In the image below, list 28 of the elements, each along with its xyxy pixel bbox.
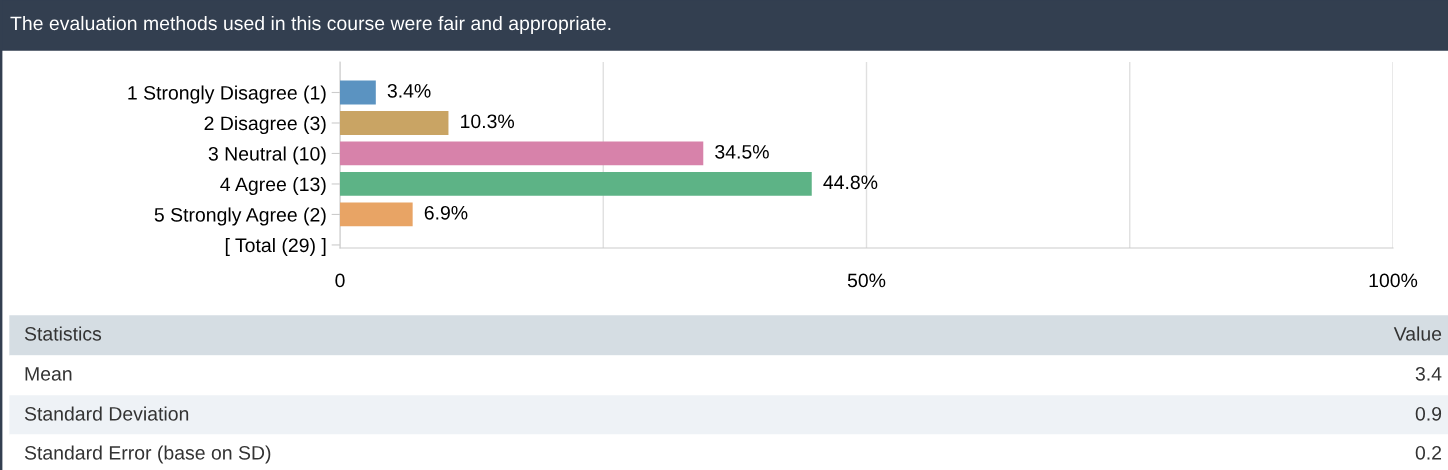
y-tick-label: 3 Neutral (10) (208, 146, 326, 165)
text: Statistics (24, 326, 102, 341)
data-label: 44.8% (823, 175, 878, 190)
text: Standard Deviation (24, 406, 189, 421)
bar (340, 80, 376, 105)
bar (340, 202, 413, 227)
bar (340, 141, 704, 166)
y-tick-label: 2 Disagree (3) (204, 115, 326, 135)
y-tick-label: [ Total (29) ] (225, 237, 326, 257)
x-tick-label: 0 (335, 273, 345, 288)
x-tick-label: 50% (847, 273, 886, 288)
data-label: 34.5% (715, 144, 769, 159)
text: Standard Error (base on SD) (24, 445, 271, 464)
text: 0.2 (1415, 445, 1442, 460)
text: Mean (25, 367, 72, 381)
data-label: 10.3% (461, 114, 515, 129)
chart-title: The evaluation methods used in this course were fair and appropriate. (10, 15, 611, 35)
bar (340, 111, 449, 135)
data-label: 6.9% (424, 205, 468, 220)
y-tick-label: 4 Agree (13) (220, 176, 326, 196)
bar (340, 172, 812, 196)
y-tick-label: 1 Strongly Disagree (1) (128, 85, 326, 104)
x-tick-label: 100% (1369, 273, 1418, 288)
text: 0.9 (1415, 406, 1442, 421)
data-label: 3.4% (387, 83, 431, 98)
text: Value (1393, 326, 1442, 341)
text: 3.4 (1415, 366, 1442, 381)
y-tick-label: 5 Strongly Agree (2) (154, 207, 326, 226)
